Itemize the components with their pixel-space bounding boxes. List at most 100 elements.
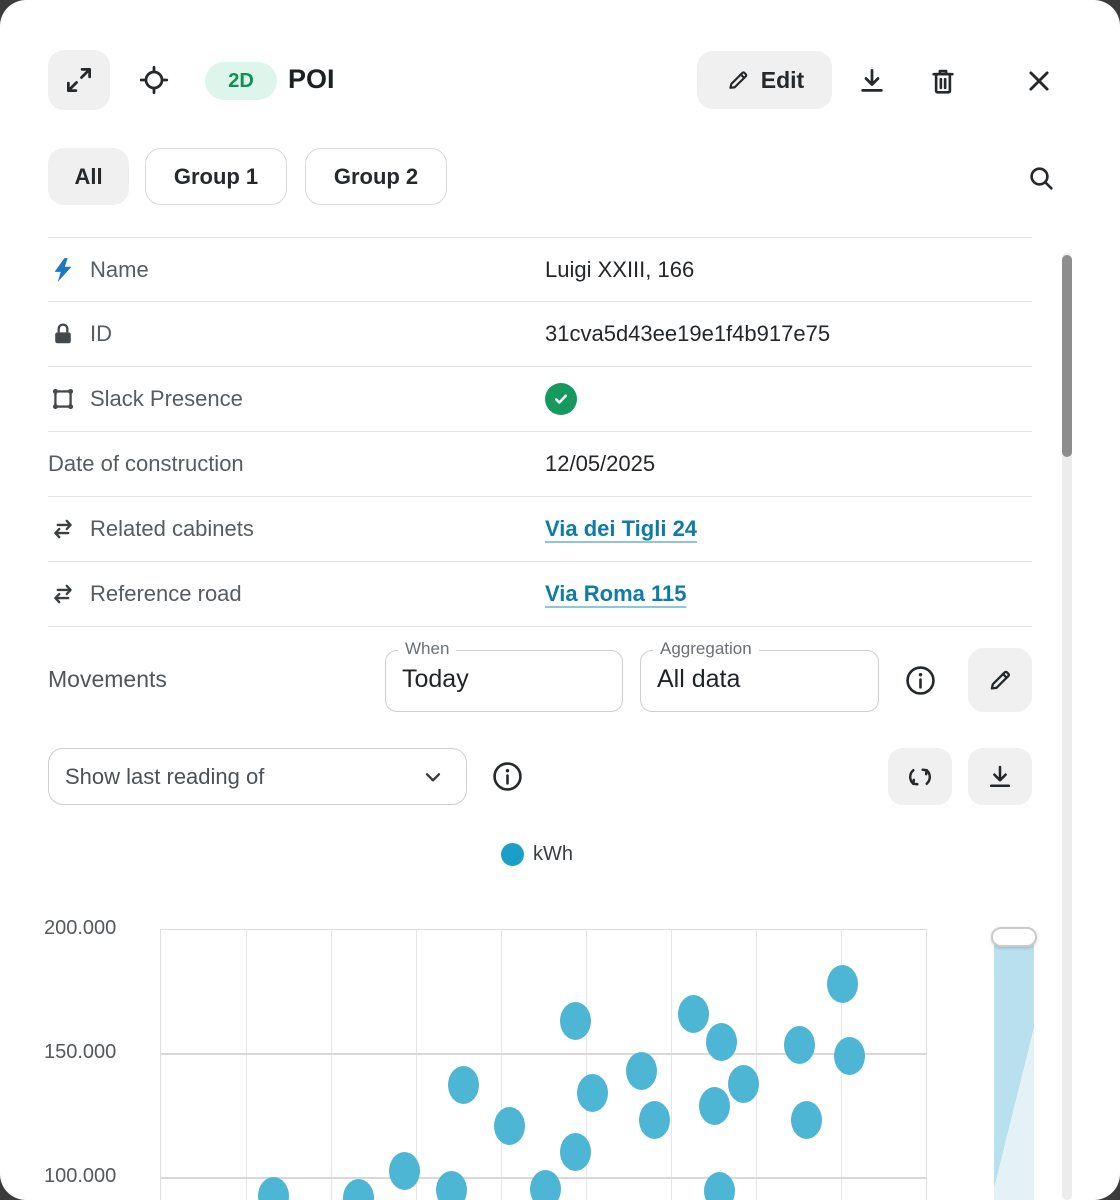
property-row-name: Name Luigi XXIII, 166 — [48, 237, 1032, 302]
property-value: 12/05/2025 — [545, 451, 656, 476]
legend-label: kWh — [533, 843, 573, 865]
locate-button[interactable] — [138, 64, 170, 96]
scrollbar-thumb[interactable] — [1062, 255, 1072, 457]
property-label: Related cabinets — [90, 516, 254, 541]
scatter-point — [827, 965, 859, 1004]
download-icon — [857, 66, 887, 96]
scatter-point — [699, 1087, 731, 1126]
property-value: Via dei Tigli 24 — [545, 516, 697, 542]
grid-vline — [416, 930, 417, 1200]
scatter-point — [529, 1170, 561, 1200]
property-label: Name — [90, 256, 149, 282]
property-label: ID — [90, 321, 112, 346]
grid-vline — [586, 930, 587, 1200]
y-axis-tick-label: 150.000 — [44, 1041, 117, 1063]
expand-button[interactable] — [48, 50, 110, 110]
scatter-point — [560, 1132, 592, 1171]
aggregation-field-label: Aggregation — [653, 639, 759, 659]
property-value — [545, 383, 577, 415]
property-row-slack-presence: Slack Presence — [48, 367, 1032, 432]
chart-zoom-slider-track[interactable] — [994, 929, 1034, 1200]
property-value: Luigi XXIII, 166 — [545, 256, 695, 282]
property-label: Reference road — [90, 581, 242, 606]
last-reading-dropdown[interactable]: Show last reading of — [48, 748, 467, 805]
download-button[interactable] — [855, 64, 889, 98]
info-icon — [904, 664, 937, 697]
close-icon — [1024, 66, 1054, 96]
download-icon — [986, 763, 1014, 791]
property-row-id: ID 31cva5d43ee19e1f4b917e75 — [48, 302, 1032, 367]
scatter-point — [389, 1152, 421, 1191]
trash-icon — [928, 66, 958, 96]
y-axis-tick-label: 100.000 — [44, 1165, 117, 1187]
tab-group-2[interactable]: Group 2 — [305, 148, 447, 205]
area-icon — [48, 384, 78, 414]
info-icon — [491, 760, 524, 793]
check-circle-icon — [545, 383, 577, 415]
scatter-point — [834, 1036, 866, 1075]
mode-badge-2d: 2D — [205, 62, 277, 100]
refresh-icon — [906, 763, 934, 791]
property-value: Via Roma 115 — [545, 581, 686, 607]
scatter-point — [448, 1066, 480, 1104]
scatter-point — [559, 1002, 591, 1041]
edit-button[interactable]: Edit — [697, 51, 832, 109]
expand-icon — [64, 65, 94, 95]
aggregation-field[interactable]: Aggregation All data — [640, 639, 879, 712]
reading-info-button[interactable] — [490, 759, 524, 793]
grid-vline — [501, 930, 502, 1200]
scatter-point — [790, 1100, 822, 1139]
scatter-point — [784, 1026, 816, 1065]
properties-table: Name Luigi XXIII, 166 ID 31cva5d43ee19e1f4b… — [48, 237, 1032, 627]
related-link[interactable]: Via Roma 115 — [545, 581, 687, 606]
property-label: Date of construction — [48, 451, 244, 476]
search-button[interactable] — [1024, 161, 1058, 195]
property-value: 31cva5d43ee19e1f4b917e75 — [545, 321, 831, 346]
grid-vline — [246, 930, 247, 1200]
grid-vline — [671, 930, 672, 1200]
movements-edit-button[interactable] — [968, 648, 1032, 712]
movements-label: Movements — [48, 666, 167, 692]
property-row-related-cabinets: Related cabinets Via dei Tigli 24 — [48, 497, 1032, 562]
scatter-point — [703, 1171, 735, 1200]
scatter-point — [625, 1052, 657, 1091]
scatter-point — [258, 1177, 290, 1200]
scatter-point — [493, 1106, 525, 1145]
aggregation-field-value: All data — [657, 665, 741, 693]
search-icon — [1026, 163, 1056, 193]
chart-legend-item-kwh[interactable]: kWh — [501, 843, 573, 866]
transfer-icon — [48, 579, 78, 609]
scatter-point — [436, 1170, 468, 1200]
chevron-down-icon — [420, 764, 446, 790]
property-label: Slack Presence — [90, 386, 243, 411]
grid-vline — [331, 930, 332, 1200]
scatter-point — [706, 1023, 738, 1062]
grid-hline — [161, 1053, 926, 1055]
close-button[interactable] — [1022, 64, 1056, 98]
chart-download-button[interactable] — [968, 748, 1032, 805]
page-title: POI — [288, 64, 335, 94]
edit-button-label: Edit — [760, 66, 805, 93]
refresh-button[interactable] — [888, 748, 952, 805]
lightning-icon — [48, 255, 78, 285]
delete-button[interactable] — [926, 64, 960, 98]
lock-icon — [48, 319, 78, 349]
when-field[interactable]: When Today — [385, 639, 623, 712]
scatter-point — [638, 1100, 670, 1139]
pencil-icon — [986, 666, 1014, 694]
chart-zoom-slider-handle[interactable] — [991, 927, 1037, 947]
scatter-point — [728, 1065, 760, 1103]
scatter-point — [343, 1178, 375, 1200]
related-link[interactable]: Via dei Tigli 24 — [545, 516, 698, 541]
y-axis-tick-label: 200.000 — [44, 917, 117, 939]
crosshair-icon — [139, 65, 169, 95]
last-reading-dropdown-value: Show last reading of — [65, 763, 265, 789]
movements-info-button[interactable] — [903, 663, 937, 697]
scrollbar-track[interactable] — [1062, 253, 1072, 1200]
property-row-reference-road: Reference road Via Roma 115 — [48, 562, 1032, 627]
tab-group-1[interactable]: Group 1 — [145, 148, 287, 205]
property-row-date-of-construction: Date of construction 12/05/2025 — [48, 432, 1032, 497]
transfer-icon — [48, 514, 78, 544]
tab-all[interactable]: All — [48, 148, 129, 205]
